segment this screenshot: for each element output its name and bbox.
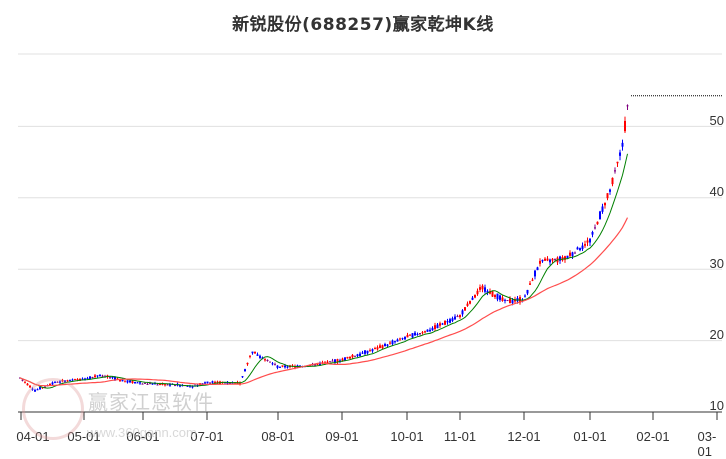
x-tick: 12-01: [507, 429, 541, 444]
y-tick-30: 30: [709, 256, 724, 271]
x-tick: 01-01: [573, 429, 607, 444]
watermark-text: 赢家江恩软件: [88, 390, 214, 414]
chart-title: 新锐股份(688257)赢家乾坤K线: [232, 15, 494, 35]
y-tick-40: 40: [709, 184, 724, 199]
x-tick: 06-01: [126, 429, 160, 444]
watermark-url: www.360gann.com: [87, 425, 197, 440]
ma-long-line: [19, 217, 629, 387]
y-tick-20: 20: [709, 327, 724, 342]
y-tick-10: 10: [709, 398, 724, 413]
ma-short-line: [19, 153, 628, 389]
x-tick: 10-01: [390, 429, 424, 444]
x-tick: 02-01: [636, 429, 670, 444]
x-tick: 11-01: [443, 429, 477, 444]
y-tick-50: 50: [709, 113, 724, 128]
x-tick: 08-01: [261, 429, 295, 444]
watermark-seal: [22, 378, 84, 440]
x-tick: 05-01: [67, 429, 101, 444]
x-tick: 03-01: [697, 429, 717, 459]
x-tick: 07-01: [190, 429, 224, 444]
x-tick: 09-01: [325, 429, 359, 444]
